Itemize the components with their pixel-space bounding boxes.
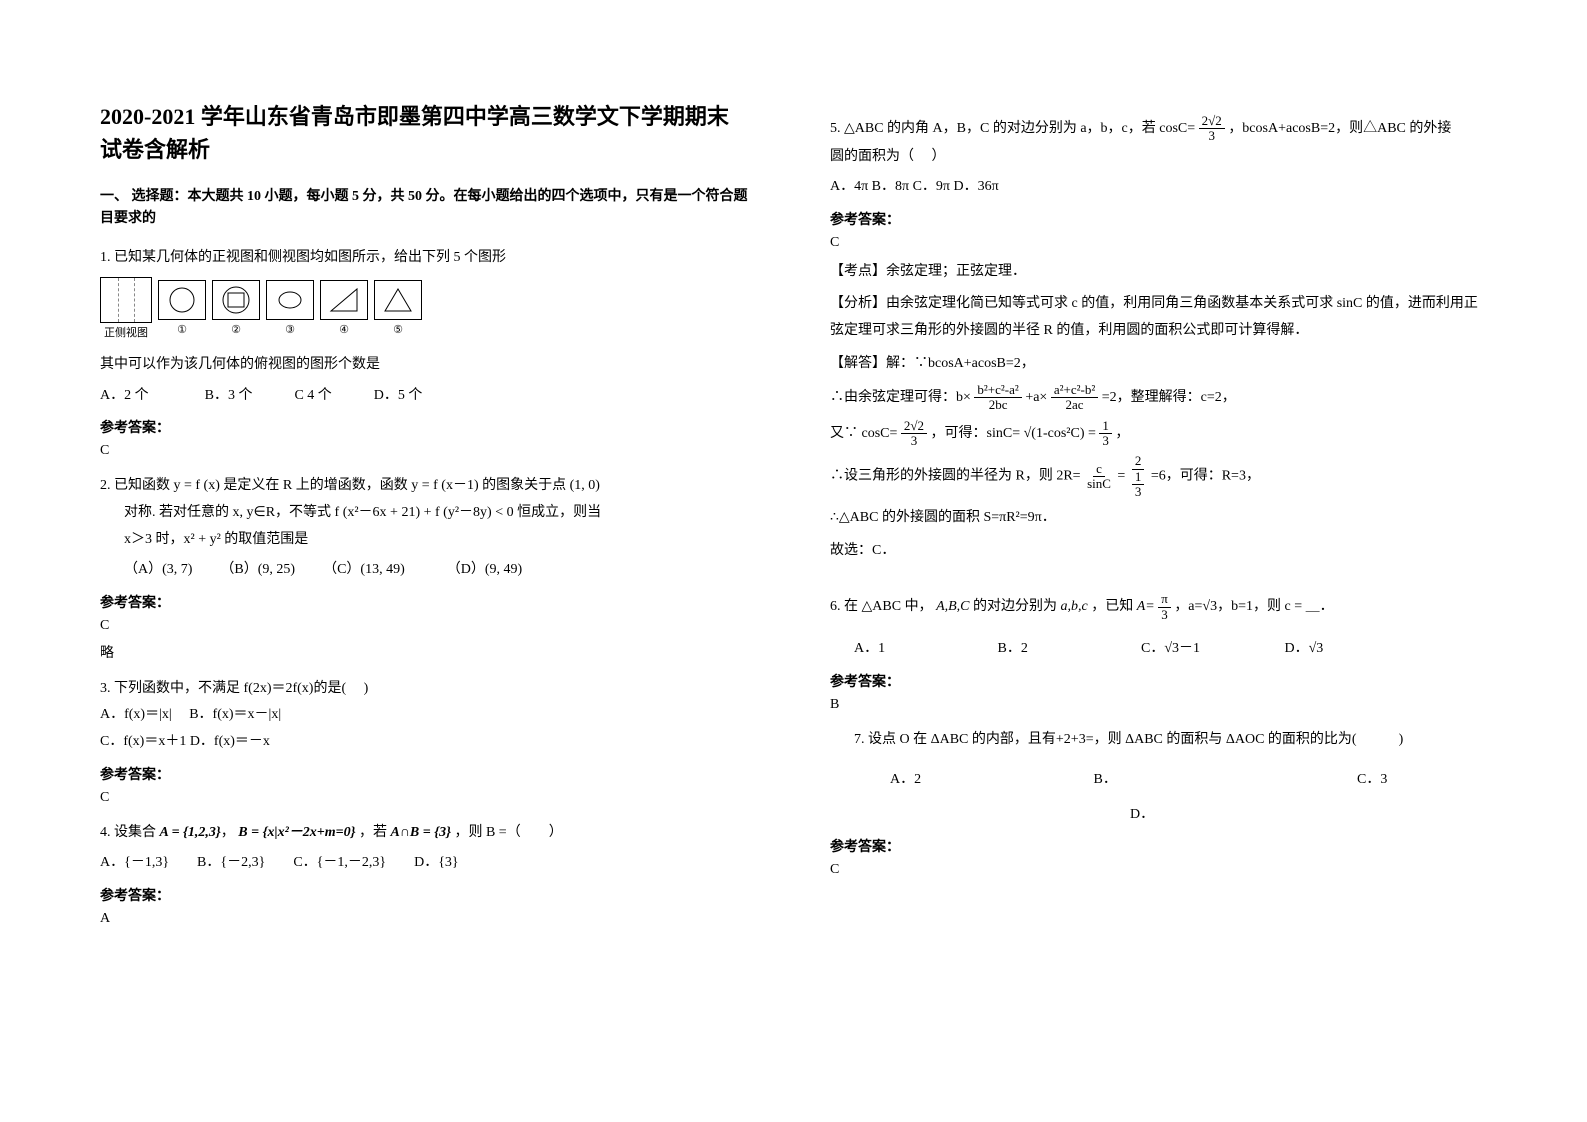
opt-1: ① [158,280,206,341]
q5-ans: C [830,235,1480,251]
q4-setB: B = {x|x²－2x+m=0} [238,825,355,840]
q1: 1. 已知某几何体的正视图和侧视图均如图所示，给出下列 5 个图形 正侧视图 ①… [100,245,750,410]
q2-ans: C [100,618,750,634]
q1-diagrams: 正侧视图 ① ② ③ ④ [100,277,750,344]
q4-mid: ，若 [359,825,387,840]
ans-label-3: 参考答案： [100,764,750,784]
opt-3: ③ [266,280,314,341]
opt-5: ⑤ [374,280,422,341]
q1-sub: 其中可以作为该几何体的俯视图的图形个数是 [100,352,750,379]
q5-exp1: 【考点】余弦定理；正弦定理． [830,259,1480,286]
q3-l1: 3. 下列函数中，不满足 f(2x)＝2f(x)的是( ) [100,676,750,703]
ans-label-5: 参考答案： [830,209,1480,229]
q4-pre: 4. 设集合 [100,825,156,840]
frac-a: a²+c²-b² 2ac [1051,383,1098,413]
frac-cosC: 2√2 3 [901,419,927,449]
q5-exp3: 【解答】解：∵bcosA+acosB=2， [830,351,1480,378]
q3-l3: C．f(x)＝x＋1 D．f(x)＝－x [100,729,750,756]
ans-label-2: 参考答案： [100,592,750,612]
q5-step: ∴由余弦定理可得：b× b²+c²-a² 2bc +a× a²+c²-b² 2a… [830,383,1480,413]
q5-l2: 圆的面积为（ ） [830,144,1480,171]
q5-opts: A．4π B．8π C．9π D．36π [830,174,1480,201]
front-label: 正侧视图 [104,323,148,344]
ans-label-4: 参考答案： [100,885,750,905]
q2-l1: 2. 已知函数 y = f (x) 是定义在 R 上的增函数，函数 y = f … [100,473,750,500]
q4-tail: ，则 B =（ ） [454,825,562,840]
q6-ans: B [830,697,1480,713]
q4-ans: A [100,911,750,927]
q5-final: ∴△ABC 的外接圆的面积 S=πR²=9π． [830,505,1480,532]
q2-l2: 对称. 若对任意的 x, y∈R，不等式 f (x²－6x + 21) + f … [100,500,750,527]
frac-R2: 2 1 3 [1129,454,1148,499]
frac-b: b²+c²-a² 2bc [974,383,1021,413]
front-side-view: 正侧视图 [100,277,152,344]
q7: 7. 设点 O 在 ΔABC 的内部，且有+2+3=，则 ΔABC 的面积与 Δ… [830,727,1480,754]
q6-opts: A．1 B．2 C．√3－1 D．√3 [830,636,1480,663]
left-column: 2020-2021 学年山东省青岛市即墨第四中学高三数学文下学期期末试卷含解析 … [100,100,750,935]
q2: 2. 已知函数 y = f (x) 是定义在 R 上的增函数，函数 y = f … [100,473,750,583]
q5-l1b: ，bcosA+acosB=2，则△ABC 的外接 [1228,121,1451,136]
q5-R: ∴设三角形的外接圆的半径为 R，则 2R= c sinC = 2 1 3 =6，… [830,454,1480,499]
q2-l3: x＞3 时，x² + y² 的取值范围是 [100,527,750,554]
ans-label-7: 参考答案： [830,836,1480,856]
q3-l2: A．f(x)＝|x| B．f(x)＝x－|x| [100,702,750,729]
q5-cosC-frac: 2√2 3 [1199,114,1225,144]
q5-hence: 故选：C． [830,538,1480,565]
q3: 3. 下列函数中，不满足 f(2x)＝2f(x)的是( ) A．f(x)＝|x|… [100,676,750,756]
q4-cond: A∩B = {3} [391,825,451,840]
q5-l1a: 5. △ABC 的内角 A，B，C 的对边分别为 a，b，c，若 cosC= [830,121,1195,136]
q4: 4. 设集合 A = {1,2,3}， B = {x|x²－2x+m=0} ，若… [100,820,750,877]
section-1-head: 一、 选择题：本大题共 10 小题，每小题 5 分，共 50 分。在每小题给出的… [100,186,750,231]
q4-setA: A = {1,2,3} [160,825,221,840]
q5: 5. △ABC 的内角 A，B，C 的对边分别为 a，b，c，若 cosC= 2… [830,114,1480,201]
q3-ans: C [100,790,750,806]
exam-title: 2020-2021 学年山东省青岛市即墨第四中学高三数学文下学期期末试卷含解析 [100,100,750,166]
q5-exp2: 【分析】由余弦定理化简已知等式可求 c 的值，利用同角三角函数基本关系式可求 s… [830,291,1480,344]
frac-sinC: 1 3 [1099,419,1112,449]
q2-lue: 略 [100,642,750,662]
q2-opts: （A）(3, 7) （B）(9, 25) （C）(13, 49) （D）(9, … [100,557,750,584]
frac-A: π 3 [1158,592,1171,622]
ans-label-1: 参考答案： [100,417,750,437]
opt-2: ② [212,280,260,341]
right-column: 5. △ABC 的内角 A，B，C 的对边分别为 a，b，c，若 cosC= 2… [830,100,1480,935]
q1-ans: C [100,443,750,459]
q4-opts: A．{－1,3} B．{－2,3} C．{－1,－2,3} D．{3} [100,850,750,877]
q7-opts: A．2 B． C．3 D． [830,767,1480,828]
ans-label-6: 参考答案： [830,671,1480,691]
q7-ans: C [830,862,1480,878]
q5-cos: 又∵ cosC= 2√2 3 ，可得：sinC= √(1-cos²C) = 1 … [830,419,1480,449]
opt-4: ④ [320,280,368,341]
q1-text: 1. 已知某几何体的正视图和侧视图均如图所示，给出下列 5 个图形 [100,245,750,272]
q6: 6. 在 △ABC 中， A,B,C 的对边分别为 a,b,c ，已知 A= π… [830,592,1480,622]
frac-R1: c sinC [1084,462,1114,492]
q1-opts: A．2 个 B．3 个 C 4 个 D．5 个 [100,383,750,410]
